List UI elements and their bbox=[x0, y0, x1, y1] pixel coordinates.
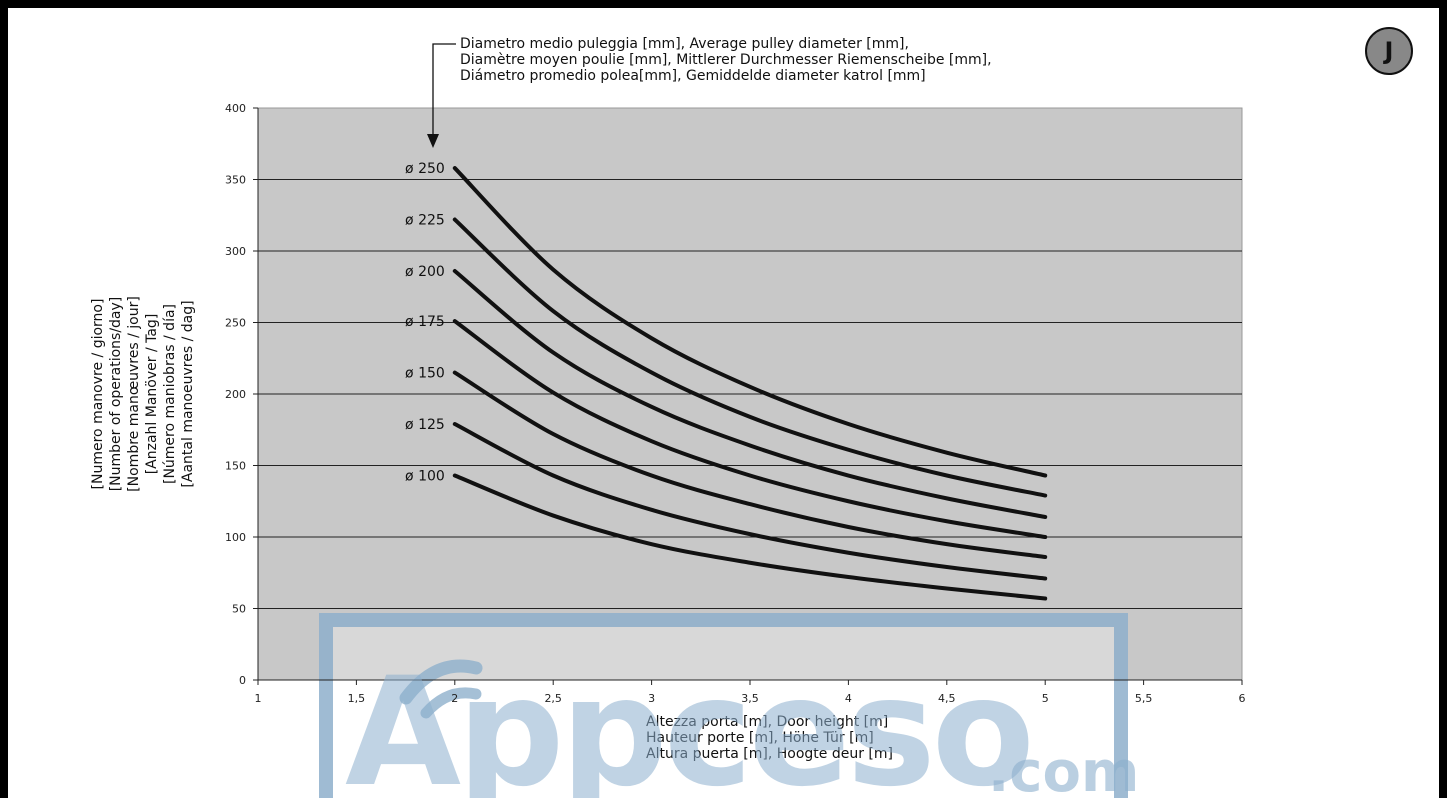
x-tick-label: 1 bbox=[255, 692, 262, 705]
x-tick-label: 3,5 bbox=[741, 692, 759, 705]
series-label: ø 250 bbox=[405, 161, 445, 177]
watermark-rect bbox=[319, 613, 1128, 798]
y-tick-label: 200 bbox=[225, 388, 246, 401]
series-label: ø 200 bbox=[405, 264, 445, 280]
series-curve bbox=[452, 166, 1048, 478]
watermark-frame bbox=[319, 613, 1128, 798]
x-tick-label: 2 bbox=[451, 692, 458, 705]
y-label-line: [Numero manovre / giorno] bbox=[90, 299, 106, 490]
x-axis-label: Altezza porta [m], Door height [m]Hauteu… bbox=[646, 714, 893, 762]
y-tick-label: 300 bbox=[225, 245, 246, 258]
watermark-logo: Appceso bbox=[345, 646, 1035, 798]
annotation: Diametro medio puleggia [mm], Average pu… bbox=[460, 36, 992, 84]
y-axis-label: [Numero manovre / giorno] [Number of oper… bbox=[90, 296, 196, 492]
series-curve bbox=[452, 422, 1048, 581]
series-curve bbox=[452, 269, 1048, 519]
x-tick-label: 6 bbox=[1239, 692, 1246, 705]
arrow-head-icon bbox=[427, 134, 439, 148]
x-label-line: Altura puerta [m], Hoogte deur [m] bbox=[646, 746, 893, 762]
section-badge: J bbox=[1365, 27, 1413, 75]
x-tick-label: 5 bbox=[1042, 692, 1049, 705]
y-label-line: [Number of operations/day] bbox=[108, 297, 124, 492]
x-tick-label: 5,5 bbox=[1135, 692, 1153, 705]
series-curve bbox=[452, 319, 1048, 539]
x-tick-label: 4,5 bbox=[938, 692, 956, 705]
y-tick-label: 250 bbox=[225, 317, 246, 330]
y-tick-label: 350 bbox=[225, 174, 246, 187]
series-labels: ø 250 ø 225 ø 200 ø 175 ø 150 ø 125 ø 100 bbox=[405, 161, 445, 484]
series-label: ø 125 bbox=[405, 417, 445, 433]
y-tick-labels: 0 50 100 150 200 250 300 350 400 bbox=[225, 102, 258, 687]
grid-lines bbox=[258, 179, 1242, 609]
series-label: ø 100 bbox=[405, 469, 445, 485]
annotation-arrow bbox=[427, 43, 456, 148]
annotation-line: Diámetro promedio polea[mm], Gemiddelde … bbox=[460, 68, 926, 84]
y-tick-label: 400 bbox=[225, 102, 246, 115]
annotation-line: Diamètre moyen poulie [mm], Mittlerer Du… bbox=[460, 52, 992, 68]
y-tick-label: 0 bbox=[239, 674, 246, 687]
y-tick-label: 100 bbox=[225, 531, 246, 544]
series-label: ø 175 bbox=[405, 314, 445, 330]
annotation-line: Diametro medio puleggia [mm], Average pu… bbox=[460, 36, 909, 52]
chart: 1 1,5 2 2,5 3 3,5 4 4,5 5 5,5 6 0 50 100 150 200 250 300… bbox=[90, 36, 1246, 798]
series-label: ø 225 bbox=[405, 213, 445, 229]
y-tick-label: 150 bbox=[225, 460, 246, 473]
y-tick-label: 50 bbox=[232, 603, 246, 616]
y-label-line: [Nombre manœuvres / jour] bbox=[126, 296, 142, 492]
series-curves bbox=[452, 166, 1048, 601]
watermark-wave-icon bbox=[420, 687, 482, 719]
page: 1 1,5 2 2,5 3 3,5 4 4,5 5 5,5 6 0 50 100 150 200 250 300… bbox=[8, 8, 1439, 798]
annotation-leader-line bbox=[432, 43, 456, 136]
x-tick-label: 3 bbox=[648, 692, 655, 705]
series-curve bbox=[452, 217, 1048, 498]
watermark-suffix: .com bbox=[988, 740, 1140, 798]
x-tick-label: 2,5 bbox=[544, 692, 562, 705]
y-label-line: [Anzahl Manöver / Tag] bbox=[144, 314, 160, 475]
x-tick-label: 4 bbox=[845, 692, 852, 705]
y-label-line: [Aantal manoeuvres / dag] bbox=[180, 300, 196, 487]
x-label-line: Hauteur porte [m], Höhe Tür [m] bbox=[646, 730, 874, 746]
series-label: ø 150 bbox=[405, 366, 445, 382]
series-curve bbox=[452, 370, 1048, 560]
series-curve bbox=[452, 473, 1048, 601]
x-label-line: Altezza porta [m], Door height [m] bbox=[646, 714, 888, 730]
y-label-line: [Número maniobras / día] bbox=[162, 304, 178, 484]
x-tick-label: 1,5 bbox=[348, 692, 366, 705]
x-tick-labels: 1 1,5 2 2,5 3 3,5 4 4,5 5 5,5 6 bbox=[255, 680, 1246, 705]
watermark-wave-icon bbox=[399, 659, 483, 705]
